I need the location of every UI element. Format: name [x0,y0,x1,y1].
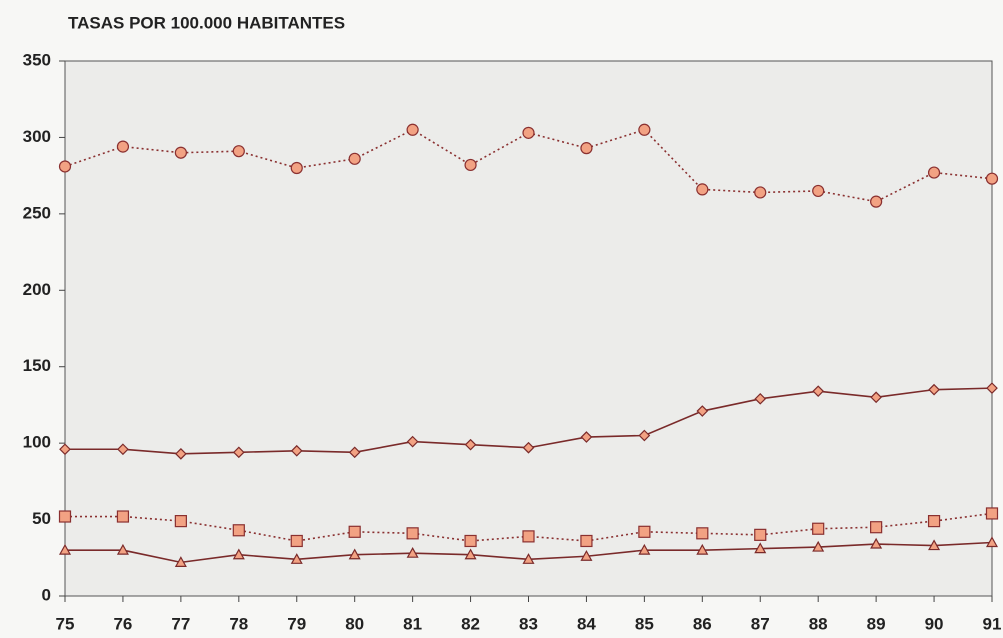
marker [58,543,72,555]
marker [406,546,419,558]
marker [928,539,941,551]
marker [59,443,71,456]
x-tick-label: 79 [287,614,306,633]
x-tick-label: 78 [229,614,248,633]
y-tick-label: 250 [23,203,51,222]
x-tick-label: 81 [403,614,422,633]
marker [290,161,303,175]
marker [522,530,535,543]
y-tick-label: 300 [23,127,51,146]
marker [870,391,882,404]
marker [580,550,593,561]
x-tick-label: 85 [635,614,654,633]
marker [232,145,245,158]
marker [58,160,72,173]
marker [522,553,535,564]
marker [638,429,651,442]
marker [754,186,767,199]
marker [754,528,767,541]
marker [580,534,593,548]
x-tick-label: 82 [461,614,480,633]
x-tick-label: 86 [693,614,712,633]
marker [406,435,419,448]
marker [464,534,477,548]
marker [116,140,130,153]
marker [870,195,883,208]
x-tick-label: 80 [345,614,364,633]
marker [638,543,651,555]
marker [927,514,941,528]
x-tick-label: 89 [867,614,886,633]
marker [812,385,825,398]
x-tick-label: 91 [983,614,1002,633]
marker [754,392,767,405]
marker [522,126,535,139]
marker [174,514,187,528]
y-tick-label: 150 [23,356,51,375]
marker [290,534,303,548]
marker [116,543,129,555]
marker [116,510,130,523]
marker [812,540,825,552]
x-tick-label: 76 [113,614,132,633]
x-tick-label: 84 [577,614,596,633]
marker [696,543,709,555]
marker [870,537,883,549]
marker [290,553,303,564]
x-tick-label: 87 [751,614,770,633]
marker [812,522,825,535]
marker [348,446,361,459]
marker [406,527,419,540]
marker [174,146,187,159]
marker [638,525,651,538]
marker [174,556,187,567]
marker [985,507,999,520]
x-tick-label: 75 [56,614,75,633]
marker [522,441,535,454]
marker [348,152,361,165]
marker [696,527,709,540]
marker [232,446,245,459]
y-tick-label: 200 [23,280,51,299]
marker [406,123,419,136]
marker [232,548,245,560]
plot-area [64,60,993,597]
marker [232,524,245,537]
marker [927,166,941,179]
marker [580,142,593,155]
marker [290,444,303,457]
x-tick-label: 88 [809,614,828,633]
marker [928,383,940,396]
marker [464,438,477,451]
marker [175,447,187,460]
marker [870,521,883,534]
x-tick-label: 77 [171,614,190,633]
marker [58,510,72,523]
marker [985,172,999,185]
x-tick-label: 83 [519,614,538,633]
marker [696,183,709,196]
marker [348,525,361,538]
x-tick-label: 90 [925,614,944,633]
y-tick-label: 100 [23,433,51,452]
marker [117,443,129,456]
marker [812,184,825,198]
marker [754,542,767,554]
marker [348,548,361,560]
marker [580,431,593,443]
y-tick-label: 350 [23,50,51,69]
y-tick-label: 0 [42,585,51,604]
chart-title: TASAS POR 100.000 HABITANTES [68,13,345,32]
marker [986,382,998,394]
marker [638,123,651,136]
marker [464,548,477,560]
marker [464,158,477,172]
marker [985,536,999,548]
marker [696,405,709,417]
y-tick-label: 50 [32,509,51,528]
